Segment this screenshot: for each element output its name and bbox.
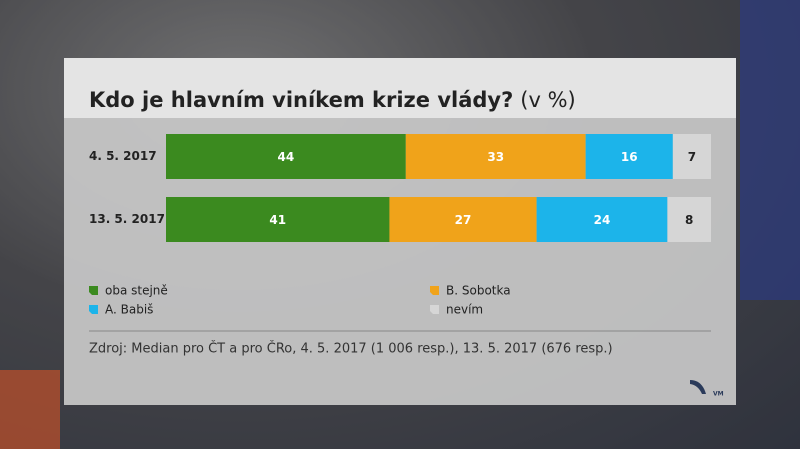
legend-label: B. Sobotka	[446, 284, 511, 298]
chart-subtitle: (v %)	[520, 88, 575, 112]
value-label: 27	[455, 213, 472, 227]
logo-icon	[690, 380, 706, 394]
legend-swatch	[430, 305, 439, 314]
bar-segment	[166, 197, 390, 242]
legend-swatch	[430, 286, 439, 295]
background-accent	[0, 370, 60, 449]
value-label: 7	[688, 150, 696, 164]
bar-segment	[536, 197, 668, 242]
source: Zdroj: Median pro ČT a pro ČRo, 4. 5. 20…	[89, 341, 613, 357]
bar-segment	[166, 134, 406, 179]
value-label: 16	[621, 150, 638, 164]
value-label: 24	[594, 213, 611, 227]
legend-swatch	[89, 305, 98, 314]
background-flag	[740, 0, 800, 300]
legend-label: A. Babiš	[105, 303, 153, 317]
value-label: 33	[487, 150, 504, 164]
value-label: 44	[278, 150, 295, 164]
y-tick-label: 13. 5. 2017	[89, 212, 165, 226]
logo-text: VM	[713, 391, 724, 398]
legend-swatch	[89, 286, 98, 295]
value-label: 8	[685, 213, 693, 227]
legend-label: oba stejně	[105, 284, 168, 298]
value-label: 41	[269, 213, 286, 227]
panel-header	[64, 58, 736, 118]
legend-label: nevím	[446, 303, 483, 317]
chart-title: Kdo je hlavním viníkem krize vlády?	[89, 88, 513, 112]
y-tick-label: 4. 5. 2017	[89, 149, 157, 163]
bar-segment	[667, 197, 711, 242]
bar-segment	[672, 134, 711, 179]
bar-segment	[389, 197, 537, 242]
bar-segment	[585, 134, 673, 179]
bar-segment	[405, 134, 586, 179]
